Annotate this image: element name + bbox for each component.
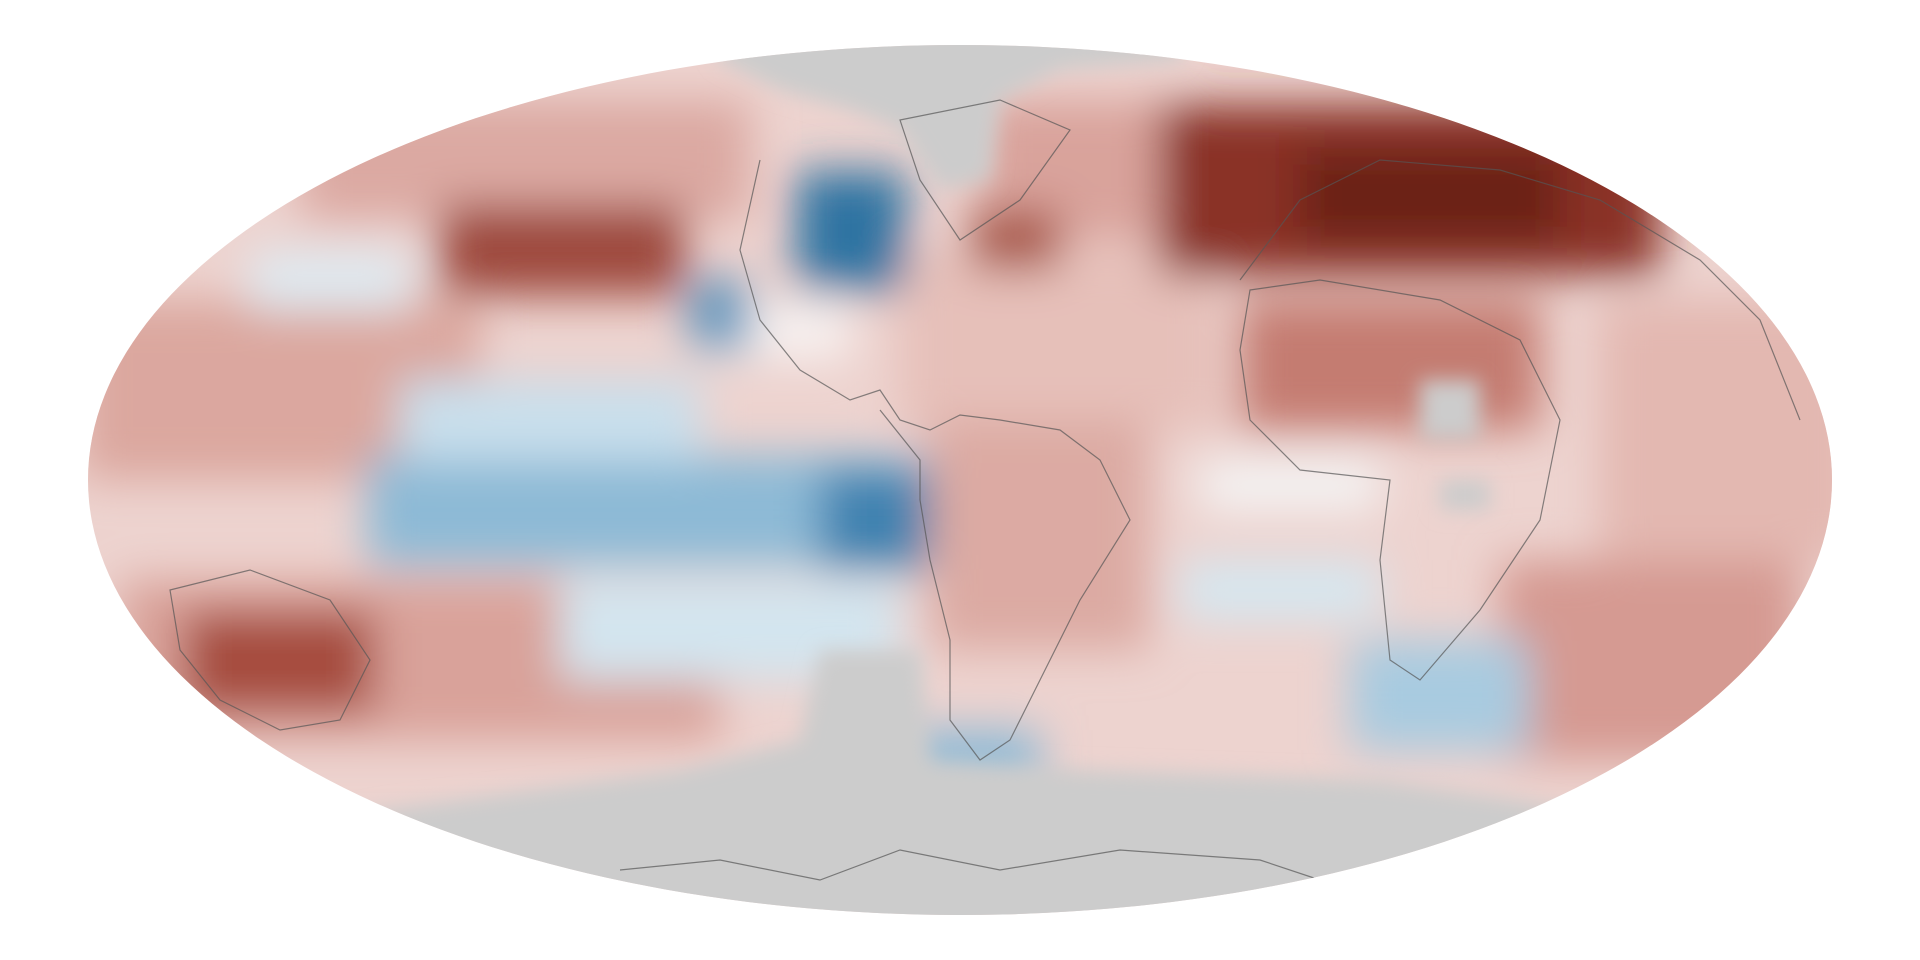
strong-warm: [1240, 300, 1540, 430]
warm-region: [1500, 560, 1800, 760]
no-data-patch: [1440, 480, 1490, 510]
warm-region: [300, 100, 750, 220]
strong-warm: [970, 210, 1060, 270]
no-data-patch: [1420, 380, 1480, 440]
warm-region: [1600, 300, 1832, 560]
greenland-outline: [899, 99, 1071, 241]
antarctica-outline: [619, 849, 1321, 881]
cool-region: [690, 280, 750, 350]
neutral-region: [1200, 460, 1380, 510]
strong-cool: [820, 470, 930, 570]
australia-outline: [169, 569, 371, 731]
anomaly-field: [88, 100, 1832, 790]
strong-cool: [796, 171, 906, 291]
strong-warm: [440, 205, 685, 295]
africa-outline: [1239, 279, 1561, 681]
americas-outline: [739, 159, 1131, 761]
cool-region: [400, 380, 700, 460]
coastlines: [169, 99, 1801, 881]
warm-region: [930, 420, 1150, 650]
warm-region: [900, 250, 1220, 430]
cool-region: [1180, 560, 1380, 620]
cool-region: [250, 250, 410, 310]
eurasia-outline: [1239, 159, 1801, 421]
strong-warm: [184, 612, 374, 712]
cool-region: [1350, 640, 1530, 750]
strong-warm: [1300, 150, 1560, 240]
